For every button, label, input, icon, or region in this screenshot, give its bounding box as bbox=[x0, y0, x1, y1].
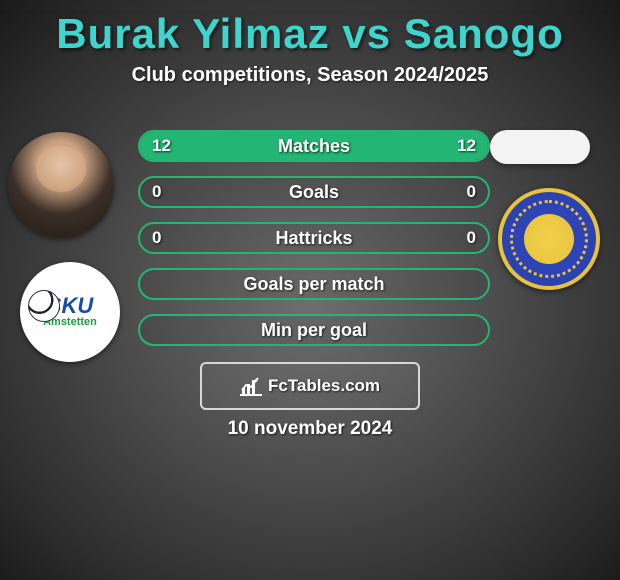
attribution-box: FcTables.com bbox=[200, 362, 420, 410]
stat-label: Min per goal bbox=[140, 316, 488, 344]
stat-row: 00Hattricks bbox=[138, 222, 490, 254]
comparison-bars: 1212Matches 00Goals 00Hattricks Goals per m… bbox=[138, 130, 490, 360]
stat-label: Hattricks bbox=[140, 224, 488, 252]
left-player-photo bbox=[8, 132, 114, 238]
stat-row: Goals per match bbox=[138, 268, 490, 300]
stat-label: Goals per match bbox=[140, 270, 488, 298]
stat-label: Goals bbox=[140, 178, 488, 206]
stat-label: Matches bbox=[140, 132, 488, 160]
attribution-text: FcTables.com bbox=[268, 376, 380, 396]
chart-icon bbox=[240, 376, 262, 396]
right-club-crest bbox=[498, 188, 600, 290]
right-player-photo bbox=[490, 130, 590, 164]
date-text: 10 november 2024 bbox=[0, 418, 620, 440]
page-title: Burak Yilmaz vs Sanogo bbox=[0, 10, 620, 58]
stat-row: 1212Matches bbox=[138, 130, 490, 162]
stat-row: Min per goal bbox=[138, 314, 490, 346]
page-subtitle: Club competitions, Season 2024/2025 bbox=[0, 64, 620, 87]
left-club-crest: SKU Amstetten bbox=[20, 262, 120, 362]
stat-row: 00Goals bbox=[138, 176, 490, 208]
